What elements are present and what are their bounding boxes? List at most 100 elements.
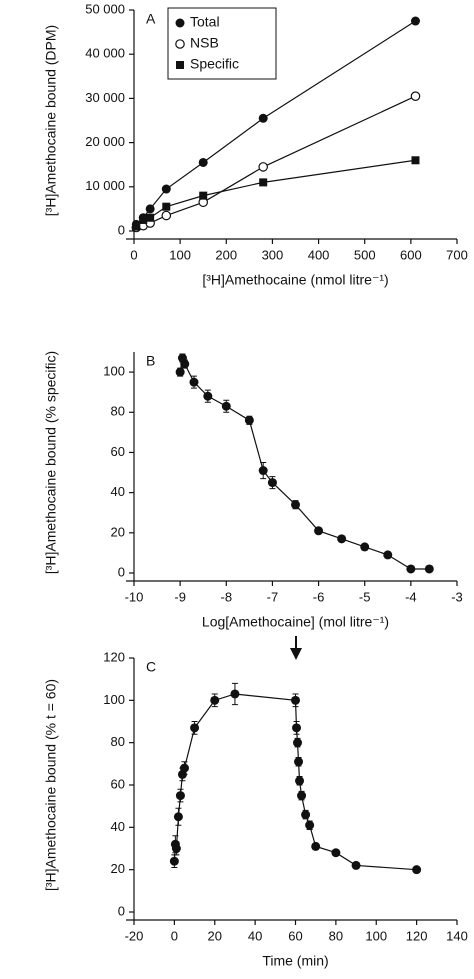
x-tick-label: 40: [248, 928, 262, 943]
x-tick-label: -20: [125, 928, 144, 943]
x-tick-label: 60: [288, 928, 302, 943]
y-tick-label: 10 000: [85, 178, 125, 193]
y-tick-label: 80: [111, 404, 125, 419]
x-tick-label: -7: [267, 589, 279, 604]
x-tick-label: -8: [221, 589, 233, 604]
marker: [189, 377, 199, 387]
x-tick-label: 100: [169, 247, 191, 262]
marker: [411, 156, 420, 165]
legend-marker: [176, 61, 184, 69]
marker: [337, 534, 347, 544]
marker: [179, 763, 189, 773]
marker: [146, 213, 155, 222]
x-axis-label: [³H]Amethocaine (nmol litre⁻¹): [202, 272, 388, 288]
marker: [162, 202, 171, 211]
marker: [424, 564, 434, 574]
x-tick-label: -3: [451, 589, 463, 604]
x-tick-label: 300: [262, 247, 284, 262]
x-tick-label: -10: [125, 589, 144, 604]
marker: [171, 844, 181, 853]
marker: [297, 791, 307, 801]
series-line: [173, 693, 417, 871]
y-axis-label: [³H]Amethocaine bound (DPM): [43, 25, 59, 216]
legend-label: Total: [190, 14, 220, 30]
legend-label: NSB: [190, 35, 219, 51]
y-tick-label: 40: [111, 819, 125, 834]
marker: [161, 210, 172, 221]
marker: [244, 415, 254, 425]
marker: [360, 542, 370, 552]
x-tick-label: 120: [406, 928, 428, 943]
marker: [199, 191, 208, 200]
x-tick-label: -6: [313, 589, 325, 604]
series-line: [135, 159, 416, 228]
marker: [292, 723, 302, 733]
marker: [295, 776, 305, 786]
y-tick-label: 60: [111, 776, 125, 791]
x-tick-label: 0: [130, 247, 137, 262]
x-tick-label: 140: [446, 928, 468, 943]
x-tick-label: 200: [215, 247, 237, 262]
marker: [267, 478, 277, 488]
y-tick-label: 20 000: [85, 134, 125, 149]
marker: [410, 16, 420, 26]
panel-label: B: [146, 353, 155, 369]
y-axis-label: [³H]Amethocaine bound (% t = 60): [43, 679, 59, 891]
y-tick-label: 60: [111, 444, 125, 459]
marker: [139, 215, 148, 224]
y-tick-label: 80: [111, 734, 125, 749]
y-tick-label: 100: [103, 364, 125, 379]
y-tick-label: 0: [118, 222, 125, 237]
x-tick-label: -5: [359, 589, 371, 604]
marker: [259, 178, 268, 187]
y-axis-label: [³H]Amethocaine bound (% specific): [43, 351, 59, 574]
marker: [291, 695, 300, 705]
x-tick-label: 600: [400, 247, 422, 262]
y-tick-label: 100: [103, 692, 125, 707]
legend-marker: [175, 39, 185, 49]
marker: [203, 391, 213, 401]
marker: [314, 526, 324, 536]
x-axis-label: Time (min): [262, 953, 328, 969]
marker: [305, 820, 315, 830]
marker: [175, 791, 185, 801]
x-tick-label: 80: [329, 928, 343, 943]
legend-marker: [175, 18, 185, 28]
x-tick-label: 700: [446, 247, 468, 262]
marker: [221, 401, 231, 411]
marker: [258, 113, 268, 123]
marker: [383, 550, 393, 560]
y-tick-label: 0: [118, 903, 125, 918]
marker: [198, 157, 208, 167]
marker: [258, 466, 268, 476]
marker: [412, 865, 422, 875]
x-tick-label: 0: [171, 928, 178, 943]
y-tick-label: 30 000: [85, 90, 125, 105]
y-tick-label: 120: [103, 649, 125, 664]
x-tick-label: 20: [208, 928, 222, 943]
y-tick-label: 20: [111, 524, 125, 539]
legend-label: Specific: [190, 56, 239, 72]
x-tick-label: 500: [354, 247, 376, 262]
marker: [406, 564, 416, 574]
marker: [291, 500, 300, 510]
y-tick-label: 50 000: [85, 1, 125, 16]
marker: [132, 222, 141, 231]
marker: [311, 841, 321, 851]
marker: [210, 695, 220, 705]
marker: [190, 723, 200, 733]
x-axis-label: Log[Amethocaine] (mol litre⁻¹): [202, 614, 389, 630]
marker: [293, 738, 303, 748]
marker: [145, 204, 155, 214]
series-line: [179, 355, 430, 570]
marker: [351, 860, 361, 870]
marker: [301, 810, 311, 820]
marker: [175, 367, 185, 377]
x-tick-label: 400: [308, 247, 330, 262]
marker: [180, 359, 190, 369]
marker: [294, 757, 304, 767]
y-tick-label: 40 000: [85, 46, 125, 61]
marker: [258, 162, 268, 172]
series-line: [136, 95, 416, 229]
